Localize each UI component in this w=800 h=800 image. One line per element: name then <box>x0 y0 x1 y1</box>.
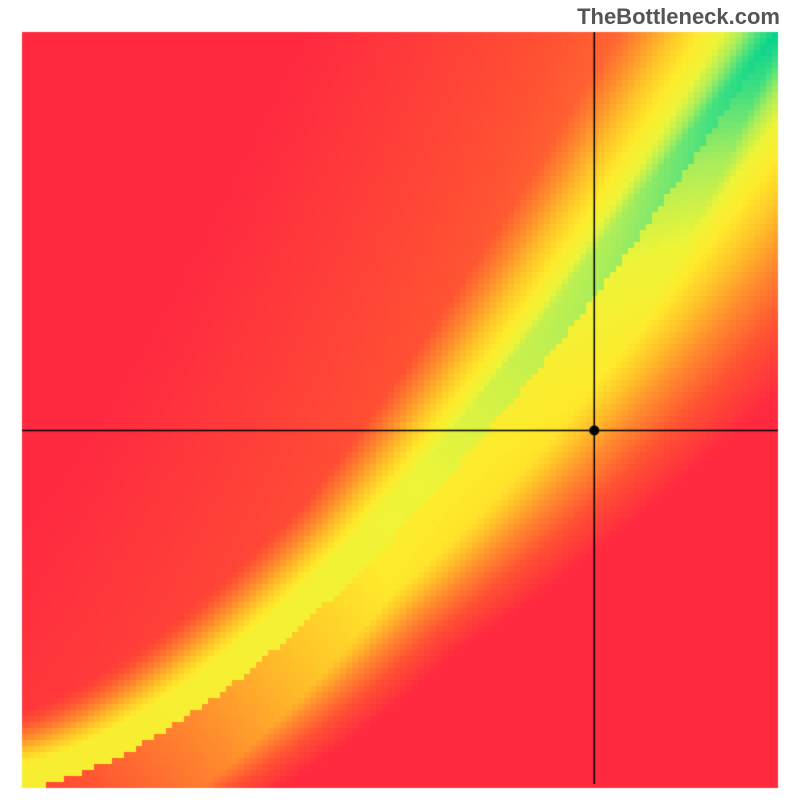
heatmap-canvas <box>0 0 800 800</box>
chart-container: TheBottleneck.com <box>0 0 800 800</box>
watermark-text: TheBottleneck.com <box>577 4 780 30</box>
